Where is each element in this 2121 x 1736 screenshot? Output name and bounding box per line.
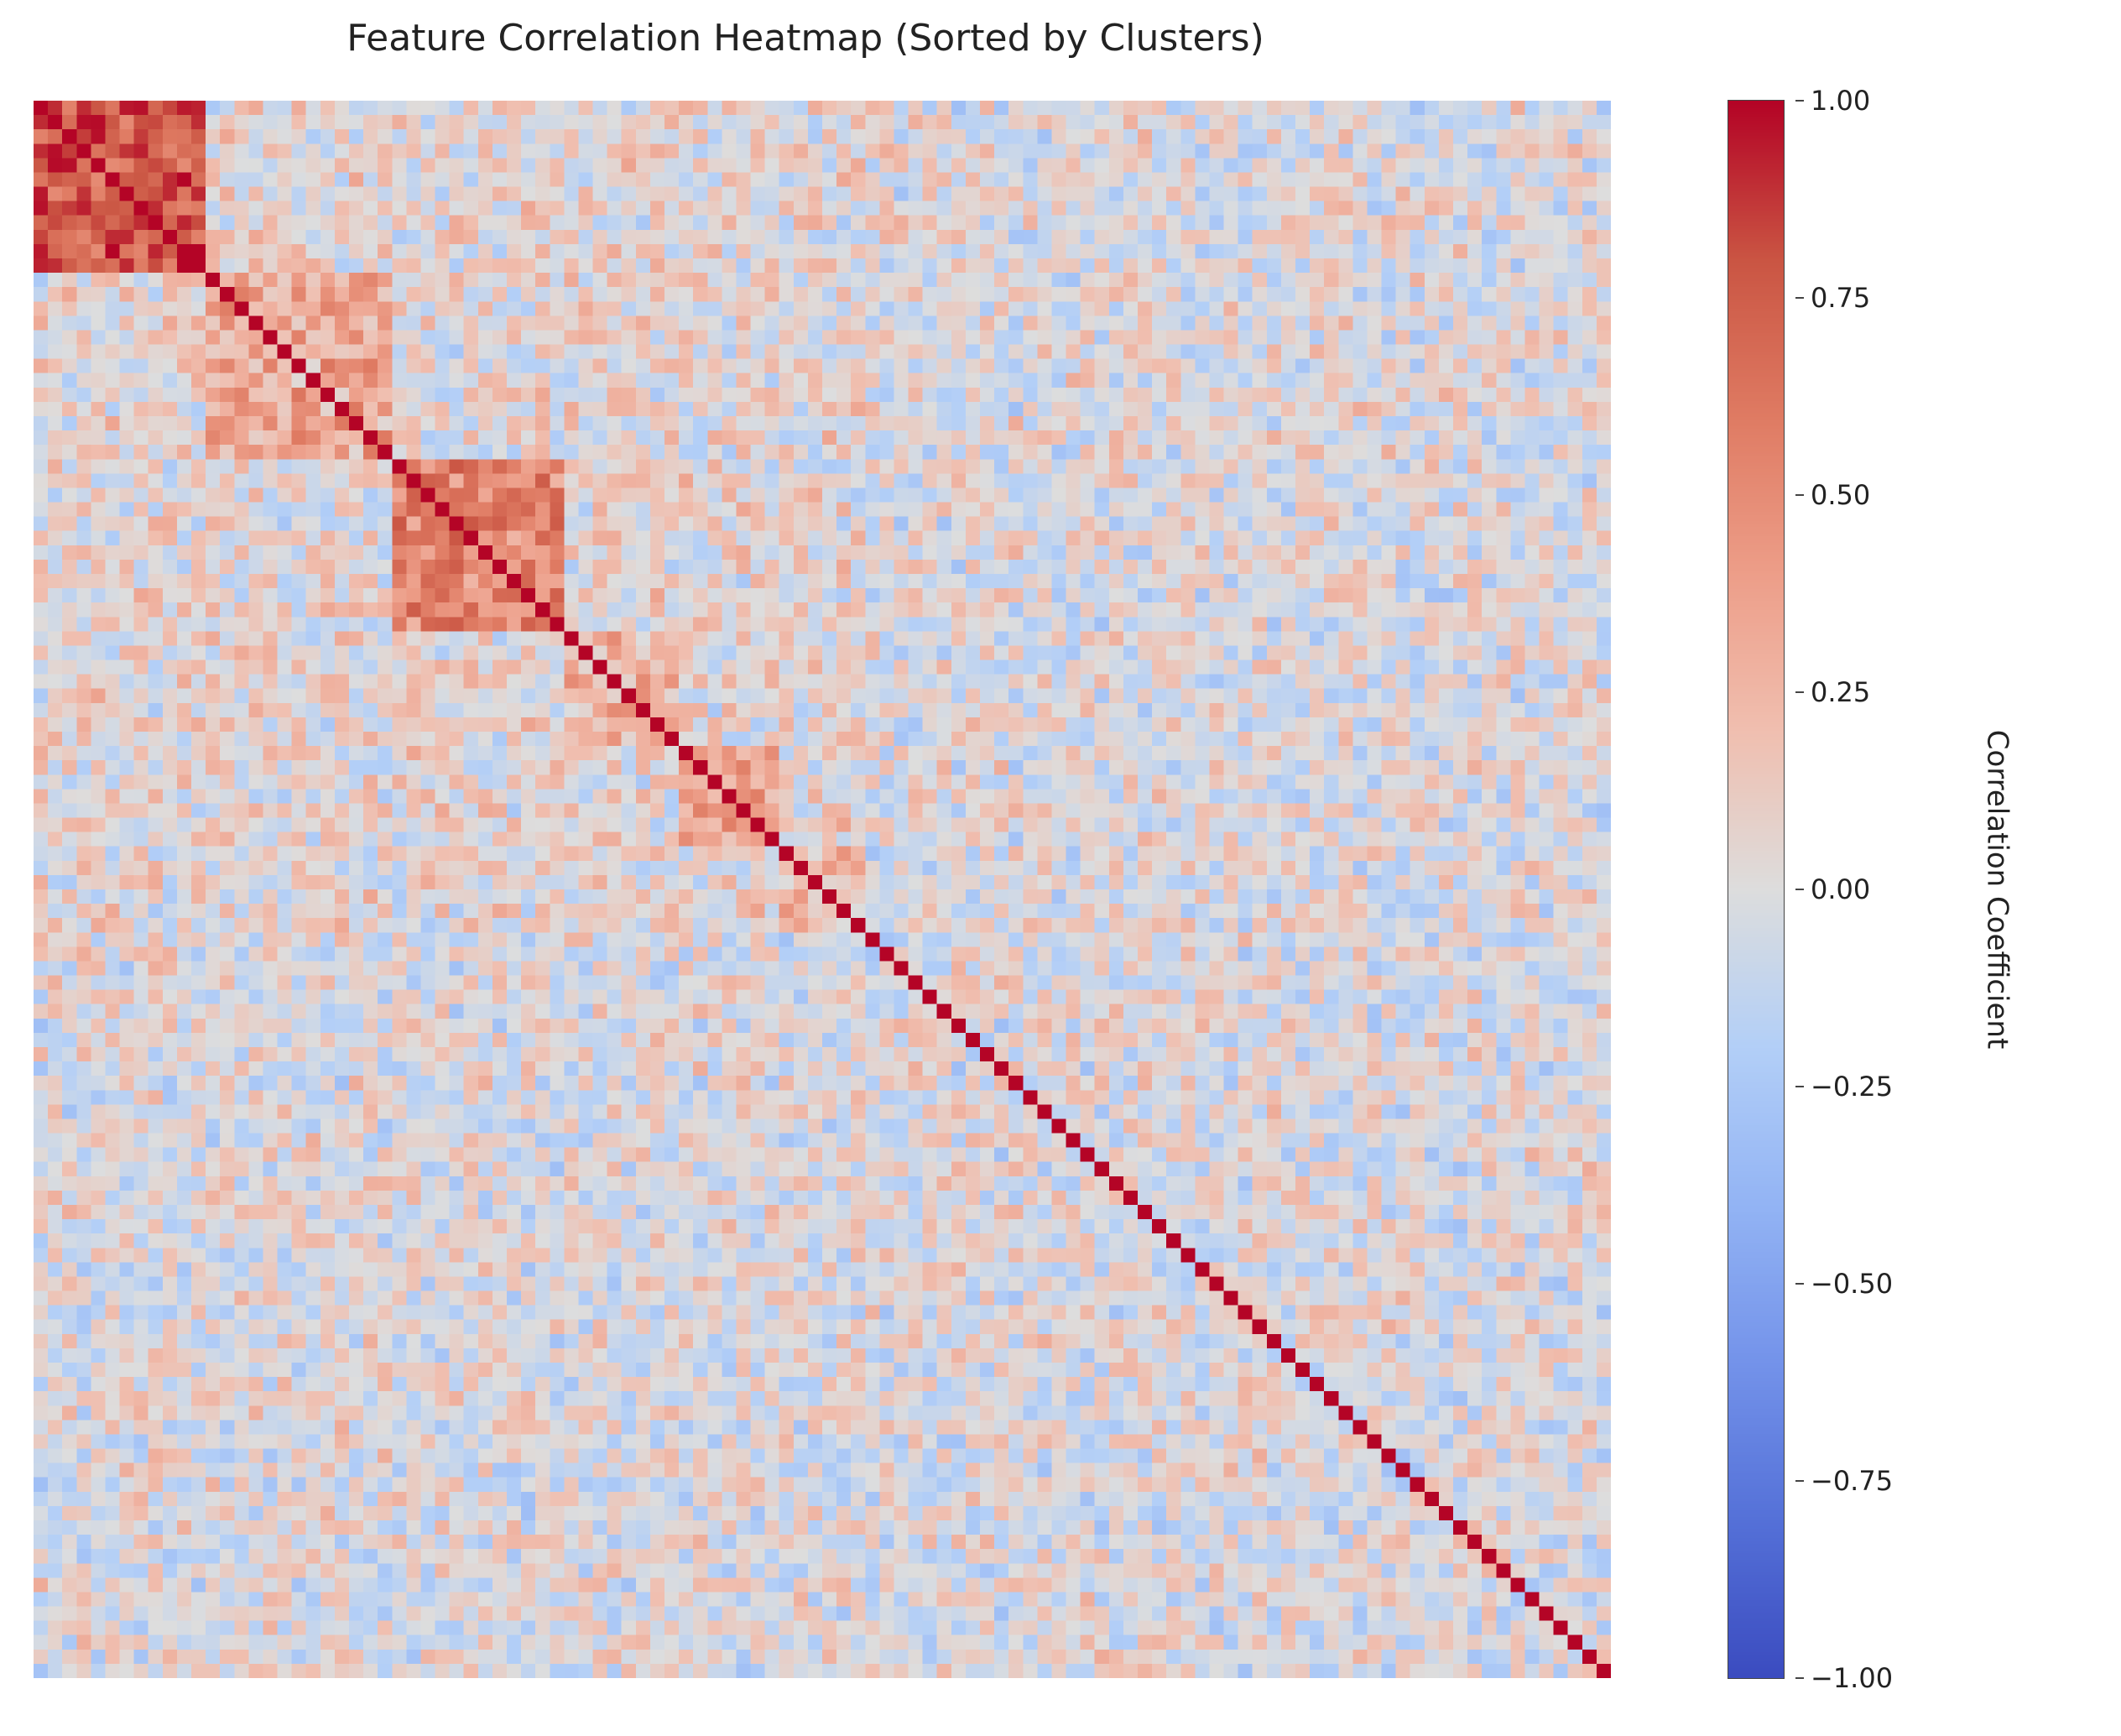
figure: Feature Correlation Heatmap (Sorted by C… bbox=[0, 0, 2121, 1736]
colorbar-tick: 0.50 bbox=[1795, 479, 1870, 511]
colorbar-tick-label: 0.25 bbox=[1811, 676, 1870, 708]
colorbar-tick: −0.25 bbox=[1795, 1071, 1893, 1103]
colorbar-tick-label: −0.50 bbox=[1811, 1268, 1893, 1300]
colorbar-tick: −1.00 bbox=[1795, 1662, 1893, 1694]
colorbar-canvas bbox=[1728, 101, 1784, 1678]
colorbar-label: Correlation Coefficient bbox=[1980, 101, 2014, 1678]
colorbar-tickmark bbox=[1795, 1283, 1804, 1285]
colorbar-tick: 1.00 bbox=[1795, 85, 1870, 117]
colorbar-tickmark bbox=[1795, 1086, 1804, 1087]
colorbar-tick-label: 0.50 bbox=[1811, 479, 1870, 511]
colorbar-tick-label: −0.75 bbox=[1811, 1465, 1893, 1497]
colorbar-tick-label: 0.75 bbox=[1811, 282, 1870, 314]
colorbar-tickmark bbox=[1795, 1677, 1804, 1679]
colorbar-tickmark bbox=[1795, 889, 1804, 890]
colorbar-tick-label: −1.00 bbox=[1811, 1662, 1893, 1694]
colorbar-tickmark bbox=[1795, 1480, 1804, 1482]
colorbar-tick-label: 0.00 bbox=[1811, 873, 1870, 905]
colorbar-tickmark bbox=[1795, 297, 1804, 299]
colorbar-tick-label: 1.00 bbox=[1811, 85, 1870, 117]
colorbar-tick: −0.50 bbox=[1795, 1268, 1893, 1300]
colorbar-tickmark bbox=[1795, 691, 1804, 693]
colorbar-tick: 0.00 bbox=[1795, 873, 1870, 905]
colorbar-tick-label: −0.25 bbox=[1811, 1071, 1893, 1103]
heatmap-canvas bbox=[34, 101, 1611, 1678]
heatmap-plot-area bbox=[34, 101, 1611, 1678]
colorbar-tick: 0.75 bbox=[1795, 282, 1870, 314]
colorbar bbox=[1728, 101, 1784, 1678]
colorbar-tickmark bbox=[1795, 494, 1804, 496]
colorbar-tickmark bbox=[1795, 100, 1804, 102]
colorbar-tick: −0.75 bbox=[1795, 1465, 1893, 1497]
colorbar-label-text: Correlation Coefficient bbox=[1980, 730, 2014, 1050]
colorbar-tick: 0.25 bbox=[1795, 676, 1870, 708]
chart-title: Feature Correlation Heatmap (Sorted by C… bbox=[0, 17, 1611, 60]
colorbar-ticks: 1.000.750.500.250.00−0.25−0.50−0.75−1.00 bbox=[1795, 101, 1963, 1678]
